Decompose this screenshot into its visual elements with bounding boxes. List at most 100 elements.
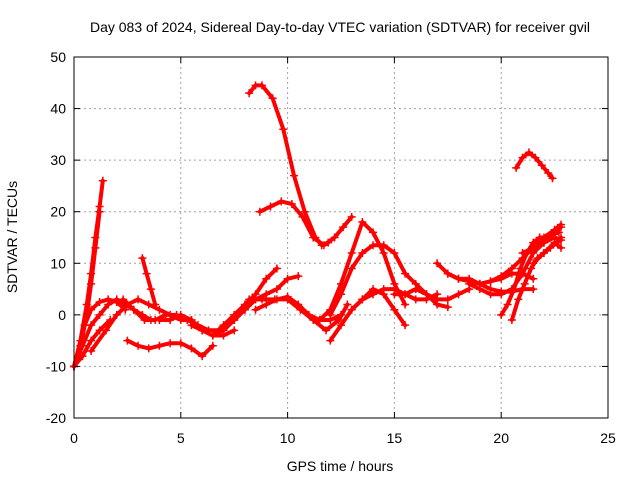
y-tick-label: -20: [46, 410, 66, 426]
data-point: [443, 303, 452, 312]
data-point: [516, 264, 525, 273]
data-point: [358, 218, 367, 227]
data-point: [87, 336, 96, 345]
data-point: [134, 341, 143, 350]
data-point: [95, 207, 104, 216]
data-point: [322, 326, 331, 335]
data-point: [87, 321, 96, 330]
data-point: [287, 199, 296, 208]
data-point: [166, 316, 175, 325]
data-point: [507, 269, 516, 278]
data-point: [518, 248, 527, 257]
data-point: [277, 197, 286, 206]
data-point: [358, 248, 367, 257]
y-tick-label: 10: [50, 255, 66, 271]
data-point: [379, 241, 388, 250]
data-point: [262, 290, 271, 299]
data-point: [390, 290, 399, 299]
data-point: [98, 176, 107, 185]
data-point: [87, 279, 96, 288]
data-point: [369, 228, 378, 237]
data-point: [524, 148, 533, 157]
data-point: [309, 233, 318, 242]
data-point: [497, 290, 506, 299]
x-tick-label: 15: [387, 430, 403, 446]
data-point: [557, 236, 566, 245]
data-point: [343, 300, 352, 309]
data-point: [557, 223, 566, 232]
data-point: [272, 264, 281, 273]
data-point: [529, 259, 538, 268]
data-point: [155, 341, 164, 350]
data-point: [537, 161, 546, 170]
data-point: [219, 326, 228, 335]
data-point: [390, 248, 399, 257]
data-point: [465, 279, 474, 288]
data-point: [443, 269, 452, 278]
data-point: [539, 248, 548, 257]
data-point: [272, 295, 281, 304]
data-point: [119, 295, 128, 304]
data-point: [134, 295, 143, 304]
x-tick-label: 0: [70, 430, 78, 446]
series-line: [257, 199, 354, 248]
data-point: [294, 300, 303, 309]
data-point: [520, 279, 529, 288]
series-line: [121, 297, 222, 333]
series-arc-21: [347, 285, 442, 314]
data-point: [268, 94, 277, 103]
data-point: [91, 243, 100, 252]
series-arc-18: [315, 218, 410, 325]
data-point: [78, 341, 87, 350]
data-point: [123, 336, 132, 345]
data-point: [262, 274, 271, 283]
x-tick-label: 25: [600, 430, 616, 446]
series-arc-28: [475, 269, 538, 288]
x-axis-label: GPS time / hours: [287, 458, 394, 474]
series-arc-29: [512, 148, 557, 183]
data-point: [151, 300, 160, 309]
data-point: [544, 169, 553, 178]
data-point: [433, 295, 442, 304]
data-point: [144, 344, 153, 353]
data-point: [475, 279, 484, 288]
x-tick-label: 20: [493, 430, 509, 446]
y-axis-label: SDTVAR / TECUs: [4, 181, 20, 293]
data-point: [527, 264, 536, 273]
data-point: [401, 290, 410, 299]
data-point: [104, 300, 113, 309]
data-point: [337, 310, 345, 319]
data-point: [411, 295, 420, 304]
data-point: [319, 241, 328, 250]
series-arc-9: [123, 336, 217, 361]
data-point: [255, 207, 264, 216]
data-point: [315, 316, 324, 325]
series-line: [140, 256, 158, 307]
data-point: [245, 295, 254, 304]
data-point: [294, 272, 303, 281]
data-point: [187, 321, 196, 330]
data-point: [208, 341, 217, 350]
data-point: [531, 153, 540, 162]
data-point: [300, 207, 309, 216]
tick-layer: 0 5 10 15 20 25 -20 -10 0 10 20 30 40 50: [46, 49, 616, 446]
data-point: [347, 305, 356, 314]
data-point: [529, 243, 538, 252]
y-tick-label: 0: [58, 307, 66, 323]
chart-title: Day 083 of 2024, Sidereal Day-to-day VTE…: [90, 19, 590, 35]
data-point: [176, 339, 185, 348]
data-point: [390, 305, 399, 314]
data-point: [529, 285, 538, 294]
data-point: [454, 290, 463, 299]
data-point: [257, 295, 266, 304]
series-arc-31: [529, 238, 566, 268]
data-point: [140, 316, 149, 325]
y-tick-label: 30: [50, 152, 66, 168]
data-point: [198, 352, 207, 361]
plot-frame: [73, 56, 609, 419]
data-point: [539, 238, 548, 247]
data-point: [102, 326, 111, 335]
data-point: [518, 269, 527, 278]
